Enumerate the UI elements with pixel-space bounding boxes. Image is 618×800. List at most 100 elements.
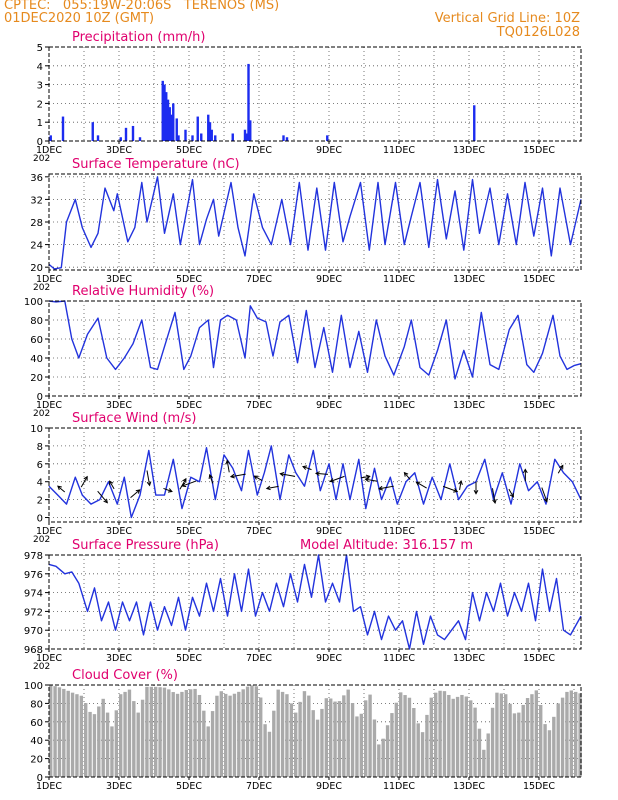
precip-bar: [131, 125, 135, 141]
cloud-bar: [447, 694, 451, 777]
cloud-bar: [552, 716, 556, 777]
cloud-bar: [390, 713, 394, 777]
pressure-ytick-label: 978: [24, 551, 43, 562]
rh-xtick-label: 1DEC: [36, 400, 62, 411]
cloud-bar: [469, 700, 473, 777]
cloud-bar: [403, 695, 407, 777]
precip-bar: [208, 122, 212, 141]
precip-ytick-label: 2: [37, 99, 43, 110]
cloud-bar: [534, 690, 539, 777]
temp-ytick-label: 32: [30, 195, 43, 206]
precip-bar: [161, 80, 164, 141]
rh-xtick-label: 11DEC: [383, 400, 415, 411]
cloud-ytick-label: 40: [30, 736, 43, 747]
cloud-bar: [464, 696, 469, 777]
wind-arrow-head: [135, 489, 141, 494]
temp-xtick-label: 5DEC: [176, 274, 202, 285]
cloud-bar: [346, 689, 350, 777]
cloud-bar: [460, 694, 464, 777]
wind-xtick-label: 1DEC: [36, 526, 62, 537]
pressure-xtick-label: 15DEC: [523, 653, 555, 664]
pressure-extra-label: Model Altitude: 316.157 m: [300, 538, 473, 553]
pressure-year-label: 202: [33, 662, 50, 672]
wind-arrow-head: [492, 499, 497, 505]
pressure-frame: [48, 554, 582, 650]
precip-bar: [285, 137, 289, 141]
cloud-bar: [381, 738, 385, 777]
rh-ytick-label: 100: [24, 297, 43, 308]
cloud-bar: [75, 694, 79, 777]
wind-arrow-head: [473, 489, 479, 495]
cloud-bar: [62, 688, 66, 777]
cloud-bar: [210, 711, 215, 777]
precip-ytick-label: 0: [37, 137, 43, 148]
pressure-ytick-label: 974: [24, 589, 43, 600]
wind-arrow-head: [208, 473, 214, 479]
cloud-bar: [202, 710, 206, 777]
temp-xtick-label: 7DEC: [246, 274, 272, 285]
precip-xtick-label: 13DEC: [453, 145, 485, 156]
cloud-bar: [473, 707, 477, 777]
wind-arrow-head: [265, 485, 271, 491]
precip-bar: [184, 129, 187, 141]
precip-bar: [138, 137, 142, 141]
wind-arrow: [254, 475, 263, 482]
precip-bar: [124, 127, 128, 141]
cloud-bar: [574, 691, 578, 777]
cloud-bar: [385, 725, 390, 777]
rh-xtick-label: 3DEC: [106, 400, 132, 411]
cloud-bar: [438, 690, 442, 777]
cloud-bar: [482, 749, 486, 777]
cloud-bar: [206, 726, 210, 777]
wind-xtick-label: 7DEC: [246, 526, 272, 537]
precip-bar: [247, 63, 250, 141]
cloud-xtick-label: 15DEC: [523, 781, 555, 792]
wind-arrow-head: [453, 488, 459, 493]
wind-arrow: [209, 474, 214, 484]
cloud-bar: [320, 708, 324, 777]
cloud-bar: [259, 697, 263, 777]
cloud-bar: [136, 712, 140, 777]
cloud-bar: [495, 692, 499, 777]
cloud-bar: [315, 719, 320, 777]
wind-arrow: [179, 478, 187, 490]
cloud-bar: [215, 695, 219, 777]
rh-ytick-label: 60: [30, 335, 43, 346]
wind-arrow-head: [167, 488, 173, 493]
header-model-code: TQ0126L028: [496, 25, 580, 40]
cloud-xtick-label: 1DEC: [36, 781, 62, 792]
cloud-bar: [359, 713, 364, 777]
wind-arrow-head: [302, 465, 308, 470]
cloud-bar: [521, 704, 525, 777]
cloud-bar: [490, 707, 495, 777]
rh-frame: [48, 300, 582, 397]
pressure-ytick-label: 976: [24, 570, 43, 581]
cloud-bar: [477, 728, 482, 777]
header-location: CPTEC: 055:19W-20:06S TERENOS (MS): [4, 0, 280, 13]
cloud-bar: [84, 703, 88, 777]
wind-xtick-label: 5DEC: [176, 526, 202, 537]
cloud-bar: [399, 692, 403, 777]
rh-series-line: [48, 300, 582, 380]
cloud-bar: [547, 730, 552, 777]
pressure-title: Surface Pressure (hPa): [72, 538, 219, 553]
cloud-bar: [355, 716, 359, 777]
wind-year-label: 202: [33, 535, 50, 545]
cloud-xtick-label: 7DEC: [246, 781, 272, 792]
temp-ytick-label: 36: [30, 173, 43, 184]
cloud-bar: [123, 691, 127, 777]
cloud-xtick-label: 11DEC: [383, 781, 415, 792]
precip-ytick-label: 4: [37, 62, 43, 73]
cloud-bar: [171, 692, 175, 777]
pressure-xtick-label: 7DEC: [246, 653, 272, 664]
cloud-bar: [434, 692, 438, 777]
precip-bar: [96, 135, 100, 141]
wind-arrow: [97, 490, 108, 504]
cloud-ytick-label: 60: [30, 718, 43, 729]
rh-ytick-label: 80: [30, 316, 43, 327]
cloud-bar: [110, 726, 114, 777]
cloud-bar: [350, 703, 355, 777]
precip-bar: [163, 84, 166, 141]
temp-xtick-label: 1DEC: [36, 274, 62, 285]
wind-arrow-head: [103, 498, 108, 504]
